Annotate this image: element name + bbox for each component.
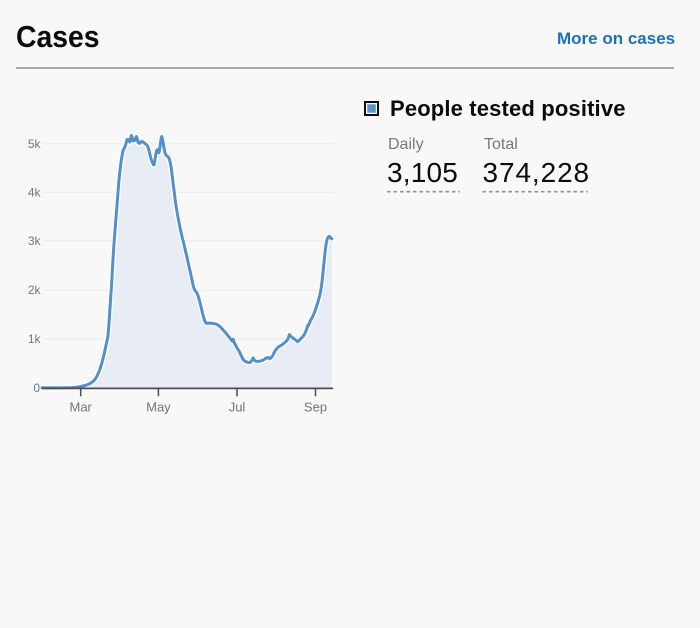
svg-text:Mar: Mar [70, 399, 93, 414]
svg-text:3k: 3k [28, 234, 42, 248]
svg-text:2k: 2k [28, 283, 42, 297]
svg-text:Sep: Sep [304, 399, 327, 414]
svg-text:4k: 4k [28, 185, 42, 199]
svg-text:Jul: Jul [229, 399, 246, 414]
svg-text:1k: 1k [28, 332, 42, 346]
svg-text:0: 0 [33, 381, 40, 395]
svg-text:May: May [146, 399, 171, 414]
svg-text:5k: 5k [28, 137, 42, 151]
